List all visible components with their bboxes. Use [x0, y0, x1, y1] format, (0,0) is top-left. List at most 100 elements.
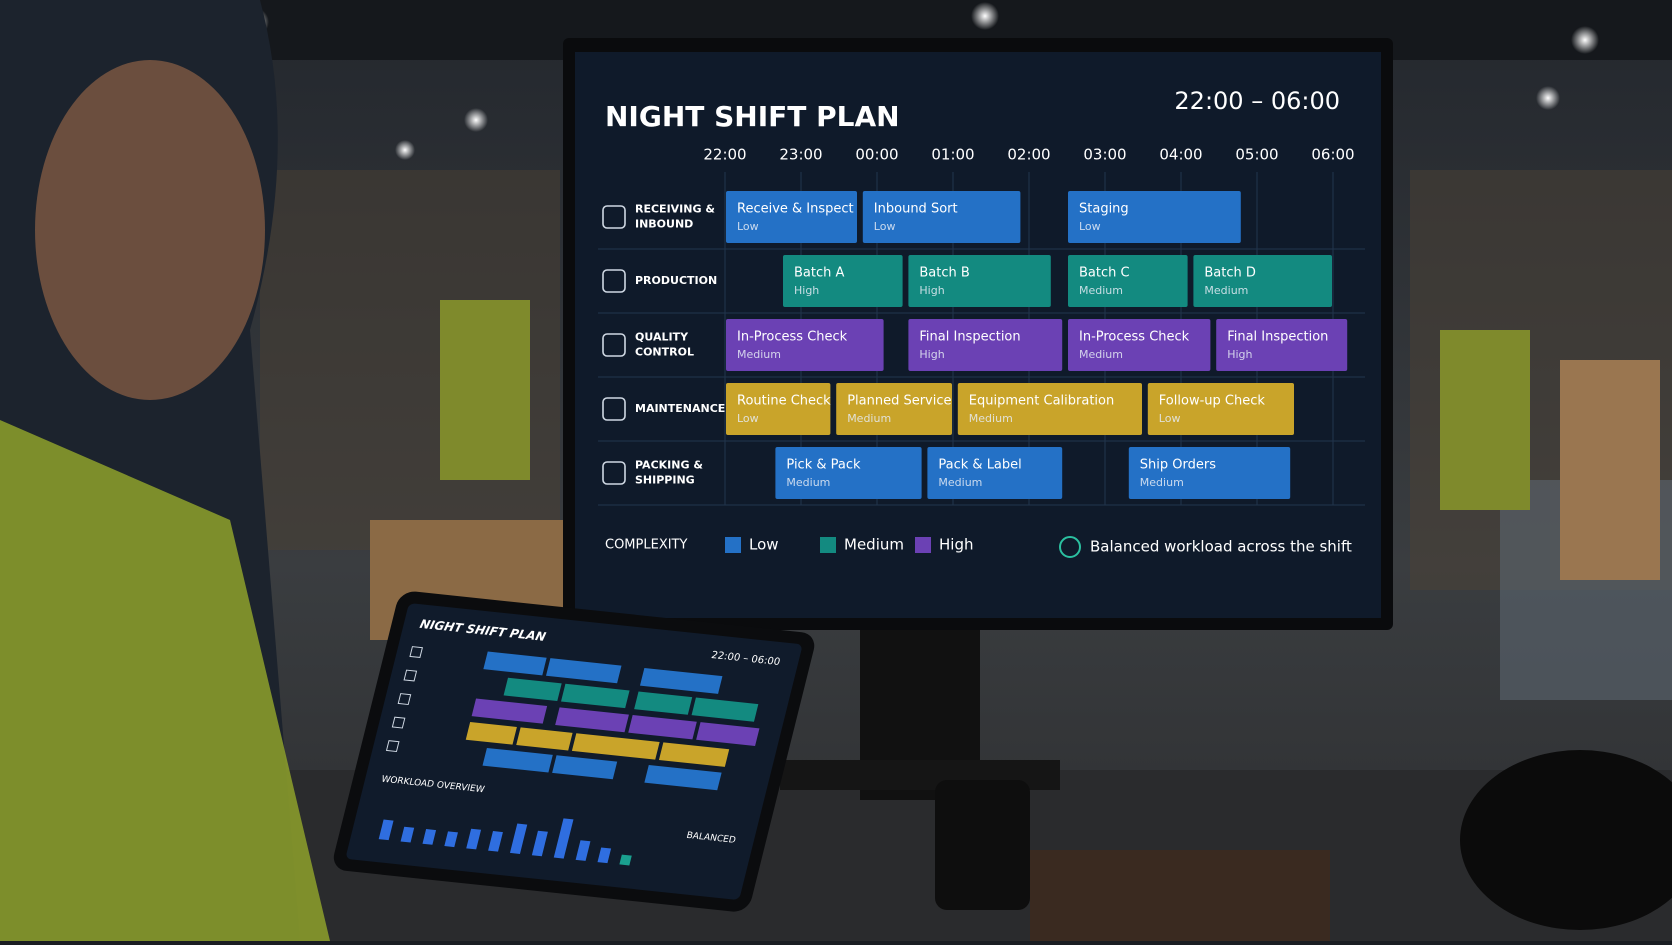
task-name: Final Inspection — [1227, 330, 1328, 345]
task-level: Low — [1079, 220, 1101, 233]
mini-row-icon — [397, 693, 412, 706]
row-label: PACKING & — [635, 459, 703, 472]
task-bar — [1147, 383, 1294, 435]
task-bar — [927, 447, 1063, 499]
task-name: In-Process Check — [737, 330, 848, 345]
mini-row-icon — [385, 740, 400, 753]
legend-title: COMPLEXITY — [605, 538, 688, 553]
legend-swatch — [820, 537, 836, 553]
task-level: Medium — [1204, 284, 1248, 297]
task-level: Low — [874, 220, 896, 233]
mini-task-bar — [571, 733, 660, 760]
task-bar — [1068, 191, 1241, 243]
workload-bar — [575, 840, 591, 861]
task-bar — [836, 383, 952, 435]
hour-label: 23:00 — [779, 146, 822, 164]
task-bar — [1128, 447, 1291, 499]
mini-task-bar — [552, 755, 618, 780]
workload-bar — [597, 847, 612, 864]
row-label: QUALITY — [635, 331, 689, 344]
hour-label: 04:00 — [1159, 146, 1202, 164]
mini-task-bar — [634, 691, 693, 715]
mini-task-bar — [465, 722, 517, 745]
task-name: Staging — [1079, 202, 1129, 217]
task-level: Medium — [786, 476, 830, 489]
row-icon — [602, 461, 626, 485]
task-name: Batch C — [1079, 266, 1130, 281]
task-name: Routine Check — [737, 394, 831, 409]
task-bar — [1068, 319, 1211, 371]
task-bar — [726, 191, 857, 243]
task-bar — [1068, 255, 1188, 307]
workload-bar — [509, 823, 528, 854]
workload-bar — [488, 831, 503, 852]
task-level: Medium — [847, 412, 891, 425]
workload-bar — [531, 830, 548, 857]
hour-label: 05:00 — [1235, 146, 1278, 164]
mini-task-bar — [546, 658, 622, 684]
task-level: High — [794, 284, 819, 297]
mini-task-bar — [644, 764, 722, 791]
row-label: SHIPPING — [635, 474, 695, 487]
task-level: Medium — [737, 348, 781, 361]
task-bar — [775, 447, 922, 499]
schedule: 22:00 23:00 00:00 01:00 02:00 03:00 04:00 05:00… — [598, 146, 1365, 558]
mini-task-bar — [691, 697, 759, 722]
task-name: Planned Service — [847, 394, 951, 409]
task-name: In-Process Check — [1079, 330, 1190, 345]
row-label: PRODUCTION — [635, 274, 717, 287]
task-level: Low — [737, 412, 759, 425]
status-icon — [1059, 536, 1081, 558]
mini-task-bar — [639, 667, 723, 694]
mini-task-bar — [483, 651, 547, 676]
task-bar — [783, 255, 903, 307]
task-name: Pack & Label — [938, 458, 1021, 473]
task-bar — [957, 383, 1142, 435]
task-level: Medium — [938, 476, 982, 489]
mini-task-bar — [628, 715, 697, 740]
task-level: High — [1227, 348, 1252, 361]
task-level: Medium — [1079, 284, 1123, 297]
task-name: Ship Orders — [1140, 458, 1216, 473]
mini-task-bar — [696, 722, 760, 746]
task-bar — [726, 383, 831, 435]
task-name: Inbound Sort — [874, 202, 958, 217]
mini-task-bar — [555, 707, 629, 733]
tablet: NIGHT SHIFT PLAN 22:00 – 06:00 WORKLOAD … — [333, 591, 815, 912]
workload-bar — [400, 826, 415, 843]
task-name: Batch A — [794, 266, 845, 281]
row-label: CONTROL — [635, 346, 694, 359]
task-name: Final Inspection — [919, 330, 1020, 345]
task-level: Low — [1159, 412, 1181, 425]
task-name: Receive & Inspect — [737, 202, 854, 217]
mini-task-bar — [561, 683, 630, 709]
row-label: RECEIVING & — [635, 203, 715, 216]
row-icon — [602, 205, 626, 229]
row-icon — [602, 333, 626, 357]
task-name: Equipment Calibration — [969, 394, 1114, 409]
mini-task-bar — [471, 698, 548, 724]
status: Balanced workload across the shift — [1090, 538, 1352, 556]
legend-label: Low — [749, 536, 779, 554]
legend-swatch — [725, 537, 741, 553]
mini-task-bar — [482, 747, 553, 773]
task-name: Batch B — [919, 266, 969, 281]
mini-row-icon — [403, 669, 418, 682]
mini-task-bar — [503, 677, 562, 702]
mini-task-bar — [658, 742, 730, 767]
row-icon — [602, 397, 626, 421]
mini-row-icon — [391, 716, 406, 729]
workload-bar — [444, 831, 458, 848]
task-level: High — [919, 348, 944, 361]
row-label: MAINTENANCE — [635, 402, 725, 415]
task-bar — [862, 191, 1021, 243]
hour-label: 00:00 — [855, 146, 898, 164]
task-bar — [908, 319, 1063, 371]
legend-label: High — [939, 536, 973, 554]
task-bar — [1193, 255, 1332, 307]
legend-swatch — [915, 537, 931, 553]
hour-label: 01:00 — [931, 146, 974, 164]
task-name: Batch D — [1204, 266, 1256, 281]
